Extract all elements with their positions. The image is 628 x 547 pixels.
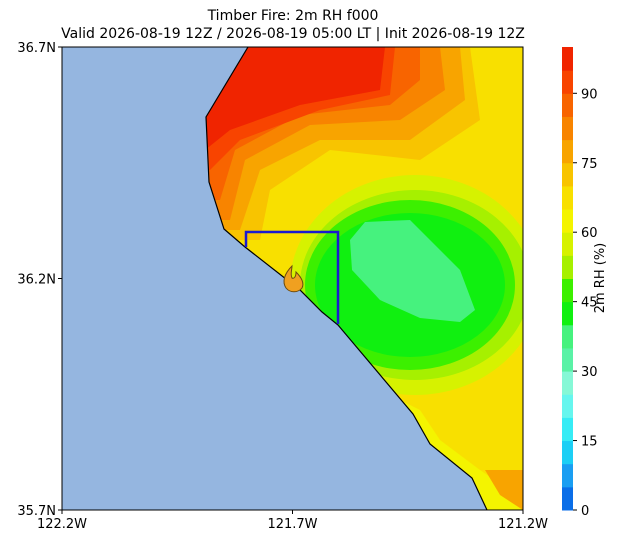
colorbar-segment <box>562 47 573 71</box>
colorbar-tick-label: 30 <box>581 365 598 380</box>
colorbar-segment <box>562 301 573 326</box>
colorbar-segment <box>562 463 573 488</box>
colorbar-segment <box>562 347 573 372</box>
map <box>62 47 523 510</box>
colorbar-segment <box>562 324 573 349</box>
colorbar-segment <box>562 278 573 303</box>
colorbar-segment <box>562 255 573 279</box>
colorbar-label: 2m RH (%) <box>593 243 608 314</box>
colorbar-segment <box>562 139 573 164</box>
rh-field <box>206 47 523 510</box>
x-tick-label: 121.2W <box>498 517 548 532</box>
colorbar-segment <box>562 394 573 418</box>
y-tick-label: 35.7N <box>17 504 56 519</box>
colorbar-segment <box>562 486 573 511</box>
colorbar-segment <box>562 185 573 210</box>
fire-icon <box>283 264 304 293</box>
x-tick-label: 121.7W <box>267 517 317 532</box>
fire-perimeter-box <box>244 230 340 324</box>
colorbar-segment <box>562 209 573 233</box>
colorbar-segment <box>562 417 573 442</box>
x-tick-label: 122.2W <box>37 517 87 532</box>
colorbar-segment <box>562 232 573 256</box>
colorbar-tick-label: 15 <box>581 435 598 450</box>
colorbar-segment <box>562 116 573 141</box>
chart-title: Timber Fire: 2m RH f000 <box>207 8 379 24</box>
colorbar-tick-label: 75 <box>581 157 598 172</box>
rh-zone <box>350 220 475 322</box>
colorbar-tick-label: 90 <box>581 87 598 102</box>
rh-zone <box>440 400 523 480</box>
colorbar-tick-label: 0 <box>581 504 589 519</box>
colorbar-segment <box>562 440 573 465</box>
colorbar-tick-label: 60 <box>581 226 598 241</box>
colorbar-segment <box>562 162 573 187</box>
y-tick-label: 36.2N <box>17 273 56 288</box>
y-tick-label: 36.7N <box>17 41 56 56</box>
colorbar-segment <box>562 371 573 395</box>
chart-subtitle: Valid 2026-08-19 12Z / 2026-08-19 05:00 … <box>61 26 525 42</box>
colorbar-segment <box>562 70 573 94</box>
rh-zone <box>485 470 523 510</box>
rh-zone <box>206 47 385 150</box>
colorbar-segment <box>562 93 573 117</box>
colorbar-tick-label: 45 <box>581 296 598 311</box>
coastline <box>205 47 488 510</box>
